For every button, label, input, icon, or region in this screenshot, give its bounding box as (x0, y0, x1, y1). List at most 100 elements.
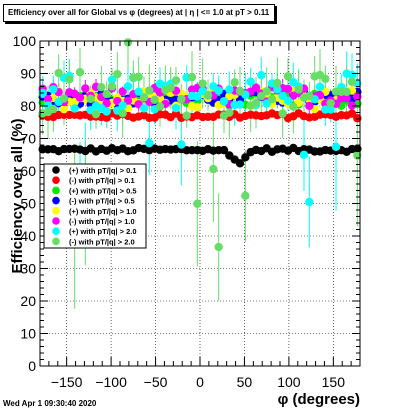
data-point (193, 92, 202, 101)
data-point (347, 70, 357, 80)
data-point (139, 104, 149, 113)
data-point (273, 85, 282, 94)
legend-marker (52, 176, 60, 184)
data-point (219, 145, 229, 155)
x-tick-label: −100 (95, 374, 127, 390)
data-point (118, 109, 127, 118)
y-tick-label: 0 (28, 358, 36, 374)
data-point (289, 102, 298, 111)
legend-marker (52, 196, 60, 205)
x-tick-label: 0 (196, 374, 204, 390)
data-point (81, 84, 90, 93)
y-tick-label: 40 (20, 228, 36, 244)
data-point (102, 99, 111, 108)
data-point (171, 103, 181, 113)
data-point (102, 107, 111, 116)
data-point (262, 87, 271, 96)
data-point (193, 103, 202, 112)
timestamp-footer: Wed Apr 1 09:30:40 2020 (3, 399, 97, 408)
data-point (70, 104, 79, 113)
data-point (187, 73, 197, 82)
y-tick-label: 80 (20, 98, 36, 114)
y-tick-label: 100 (13, 33, 37, 49)
data-point (246, 77, 255, 86)
legend-entry: (+) with pT/|q| > 0.5 (69, 186, 137, 195)
data-point (347, 101, 357, 110)
data-point (294, 85, 303, 94)
data-point (134, 72, 143, 82)
legend-marker (52, 237, 60, 246)
data-point (241, 191, 250, 201)
data-point (283, 96, 293, 105)
data-point (166, 83, 175, 92)
data-point (235, 100, 245, 109)
data-point (123, 82, 133, 91)
legend-box (43, 163, 147, 249)
data-point (299, 150, 309, 159)
data-point (193, 199, 202, 208)
data-point (113, 69, 122, 79)
data-point (353, 144, 362, 153)
data-point (241, 153, 250, 162)
data-point (150, 95, 159, 105)
data-point (342, 87, 351, 97)
data-point (49, 104, 58, 114)
y-tick-label: 20 (20, 293, 36, 309)
data-point (353, 92, 362, 101)
data-point (75, 93, 85, 102)
x-axis-label: φ (degrees) (278, 391, 360, 408)
data-point (75, 68, 85, 77)
data-point (145, 138, 154, 148)
data-point (49, 85, 58, 94)
data-point (305, 91, 314, 101)
y-tick-label: 70 (20, 131, 36, 147)
data-point (59, 94, 69, 103)
y-tick-label: 50 (20, 196, 36, 212)
y-tick-label: 90 (20, 66, 36, 82)
data-point (118, 101, 127, 110)
data-point (326, 105, 335, 114)
y-tick-label: 30 (20, 261, 36, 277)
data-point (251, 98, 261, 107)
data-point (342, 94, 351, 103)
legend-marker (52, 227, 60, 235)
data-point (155, 102, 165, 111)
data-point (209, 164, 218, 174)
x-tick-label: −150 (51, 374, 83, 390)
data-point (97, 82, 106, 92)
data-point (107, 82, 117, 91)
data-point (326, 98, 335, 108)
data-point (305, 197, 314, 207)
data-point (267, 94, 277, 104)
data-point (123, 38, 133, 47)
y-tick-label: 60 (20, 163, 36, 179)
data-point (257, 70, 266, 80)
data-point (91, 109, 101, 119)
data-point (107, 75, 117, 84)
data-point (251, 83, 261, 92)
data-point (353, 114, 362, 123)
legend-entry: (+) with pT/|q| > 1.0 (69, 207, 137, 216)
data-point (278, 109, 287, 118)
x-tick-label: −50 (144, 374, 168, 390)
legend-entry: (+) with pT/|q| > 0.1 (69, 166, 137, 175)
data-point (182, 111, 191, 120)
data-point (102, 89, 111, 99)
data-point (235, 86, 245, 96)
data-point (65, 75, 74, 84)
data-point (139, 93, 149, 102)
y-axis-label: Efficiency over all (%) (9, 118, 26, 273)
data-point (54, 68, 63, 78)
legend-marker (52, 207, 60, 215)
x-tick-label: 150 (322, 374, 346, 390)
data-point (321, 74, 330, 84)
legend-entry: (-) with pT/|q| > 1.0 (69, 217, 135, 226)
data-point (177, 140, 186, 149)
x-tick-label: 100 (277, 374, 301, 390)
data-point (43, 94, 53, 104)
legend-entry: (-) with pT/|q| > 2.0 (69, 237, 135, 246)
data-point (134, 87, 143, 96)
data-point (283, 84, 293, 94)
legend-marker (52, 166, 60, 174)
